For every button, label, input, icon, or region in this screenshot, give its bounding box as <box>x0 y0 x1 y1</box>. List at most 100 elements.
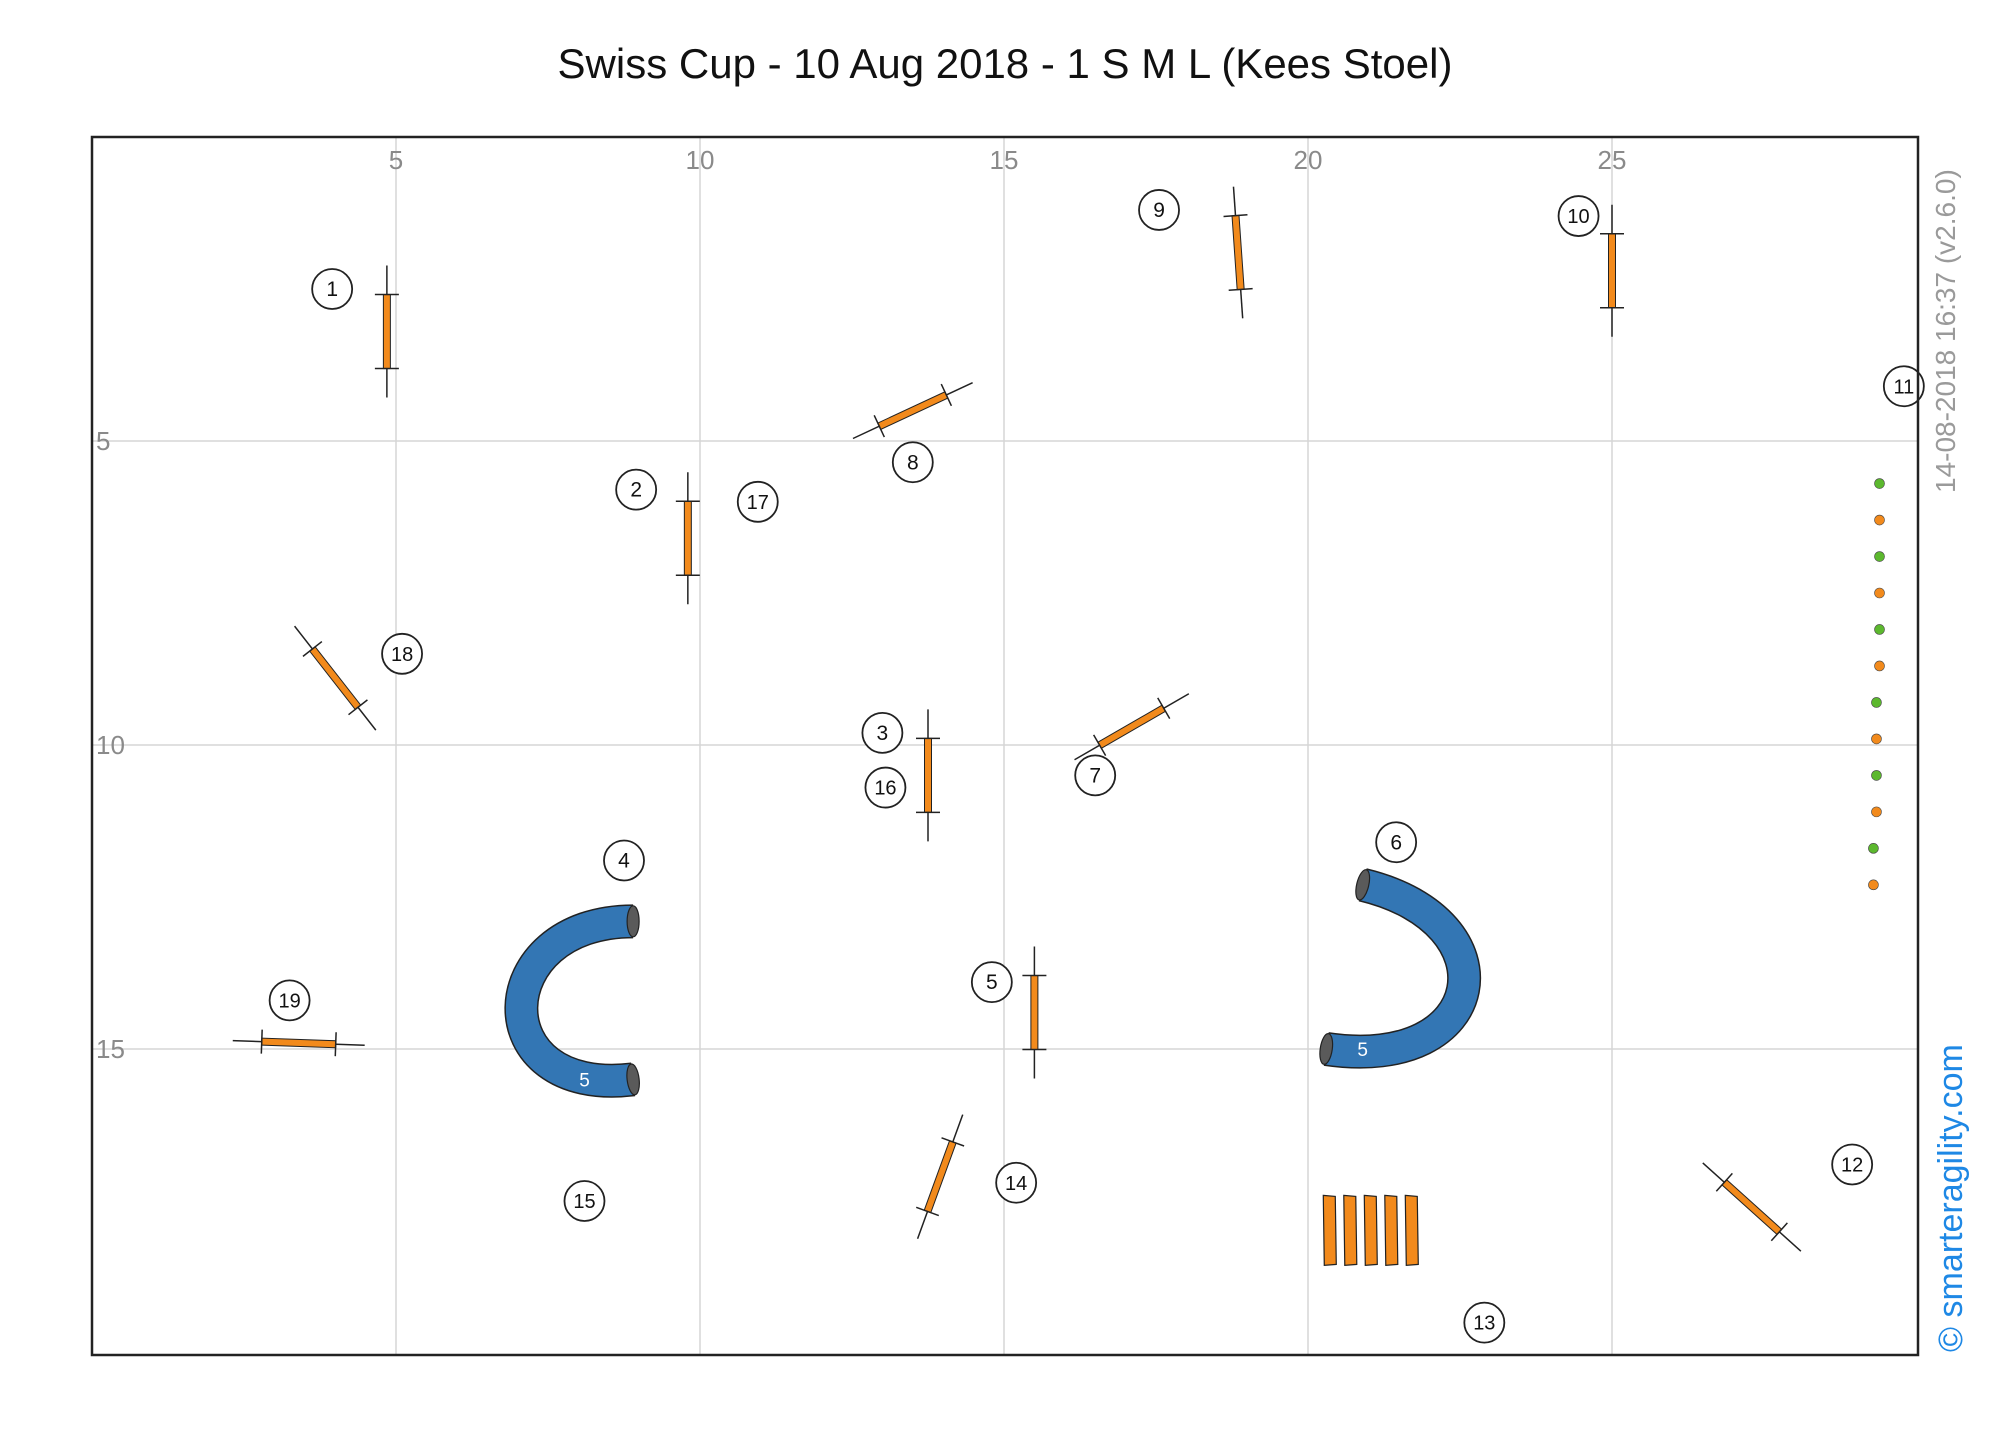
jump-10 <box>1600 204 1624 337</box>
jump-19 <box>232 1029 365 1057</box>
number-marker-label: 17 <box>747 492 769 514</box>
number-marker-label: 19 <box>278 990 300 1012</box>
weave-pole <box>1384 1194 1399 1267</box>
tunnel-body <box>505 905 635 1097</box>
jump-3 <box>916 709 940 842</box>
number-marker-label: 12 <box>1841 1155 1863 1177</box>
jump-bar <box>1097 704 1167 749</box>
jumps <box>232 186 1802 1252</box>
y-tick-label: 15 <box>96 1034 125 1064</box>
weave-poles <box>1322 1194 1419 1267</box>
number-marker-circle <box>970 961 1013 1004</box>
x-tick-label: 10 <box>686 145 715 175</box>
tunnel-end <box>626 905 640 938</box>
number-marker-label: 2 <box>630 479 642 502</box>
number-marker: 13 <box>1463 1301 1506 1344</box>
number-marker-circle <box>736 480 779 523</box>
jump-bar <box>1608 233 1616 309</box>
course-dot <box>1871 733 1882 745</box>
number-marker: 7 <box>1074 754 1117 797</box>
number-marker: 2 <box>615 468 658 511</box>
number-marker: 4 <box>603 839 645 882</box>
course-title: Swiss Cup - 10 Aug 2018 - 1 S M L (Kees … <box>557 40 1453 87</box>
tunnel-length-label: 5 <box>579 1070 590 1091</box>
jump-9 <box>1223 186 1253 319</box>
course-dot <box>1871 697 1882 708</box>
number-marker: 17 <box>736 480 779 523</box>
number-marker: 8 <box>891 441 934 484</box>
jump-wing <box>334 1032 337 1057</box>
number-marker-label: 10 <box>1567 206 1589 228</box>
number-marker-label: 13 <box>1473 1313 1495 1335</box>
number-marker-label: 4 <box>618 850 630 873</box>
weave-13 <box>1322 1194 1419 1267</box>
jump-14 <box>915 1114 965 1239</box>
jump-bar <box>924 737 932 813</box>
jump-wing <box>941 1137 965 1147</box>
course-dot <box>1871 770 1882 781</box>
jump-wing <box>1223 214 1248 218</box>
x-tick-label: 20 <box>1294 145 1323 175</box>
course-dot <box>1874 514 1885 526</box>
number-marker-label: 5 <box>986 971 998 994</box>
tunnel-end <box>1355 869 1371 901</box>
number-marker-label: 15 <box>573 1191 595 1213</box>
jump-wing <box>1092 734 1107 757</box>
jump-wing <box>1157 697 1171 720</box>
number-marker-label: 1 <box>326 278 338 301</box>
tunnels: 55 <box>504 868 1482 1098</box>
x-tick-label: 5 <box>389 145 403 175</box>
number-marker: 19 <box>268 979 311 1022</box>
number-marker-circle <box>381 632 423 675</box>
jump-8 <box>852 382 973 440</box>
number-marker-circle <box>1882 365 1925 408</box>
y-tick-label: 5 <box>96 426 110 456</box>
jump-wing <box>940 383 953 407</box>
course-dot <box>1874 660 1885 672</box>
number-marker-circle <box>268 979 311 1022</box>
course-dot <box>1868 879 1879 891</box>
dot-markers <box>1868 478 1885 891</box>
number-marker-label: 3 <box>877 722 889 745</box>
number-marker: 9 <box>1138 189 1180 231</box>
jump-bar <box>877 391 949 431</box>
jump-2 <box>675 472 700 605</box>
number-marker: 5 <box>970 961 1013 1004</box>
jump-bar <box>308 646 362 711</box>
jump-bar <box>1231 214 1245 291</box>
jump-bar <box>261 1037 337 1049</box>
number-marker-label: 8 <box>907 451 919 474</box>
number-marker-circle <box>311 268 354 310</box>
course-dot <box>1868 843 1879 854</box>
number-marker-circle <box>1074 754 1117 797</box>
x-tick-label: 15 <box>990 145 1019 175</box>
course-dot <box>1874 551 1885 562</box>
number-marker-label: 6 <box>1390 831 1402 854</box>
number-marker: 12 <box>1831 1143 1874 1186</box>
number-marker: 6 <box>1375 821 1418 864</box>
jump-bar <box>683 500 692 576</box>
course-dot <box>1874 624 1885 635</box>
tunnel-body <box>1323 869 1480 1067</box>
copyright-link[interactable]: © smarteragility.com <box>1932 1044 1970 1352</box>
jump-wing <box>1770 1222 1788 1242</box>
number-marker-circle <box>864 766 907 809</box>
number-marker: 3 <box>861 711 904 754</box>
number-marker-label: 14 <box>1005 1173 1027 1195</box>
number-marker-circle <box>615 468 658 511</box>
number-marker-label: 9 <box>1153 199 1165 222</box>
weave-pole <box>1363 1194 1378 1267</box>
jump-1 <box>374 265 399 398</box>
number-marker-label: 16 <box>874 778 896 800</box>
jump-bar <box>1030 975 1039 1051</box>
jump-wing <box>260 1029 263 1054</box>
number-marker-circle <box>603 839 645 882</box>
number-marker: 10 <box>1557 195 1600 237</box>
number-marker-circle <box>1138 189 1180 231</box>
timestamp-label: 14-08-2018 16:37 (v2.6.0) <box>1930 169 1961 493</box>
number-marker-circle <box>1375 821 1418 864</box>
number-marker-label: 11 <box>1893 376 1914 398</box>
number-marker-circle <box>1463 1301 1506 1344</box>
